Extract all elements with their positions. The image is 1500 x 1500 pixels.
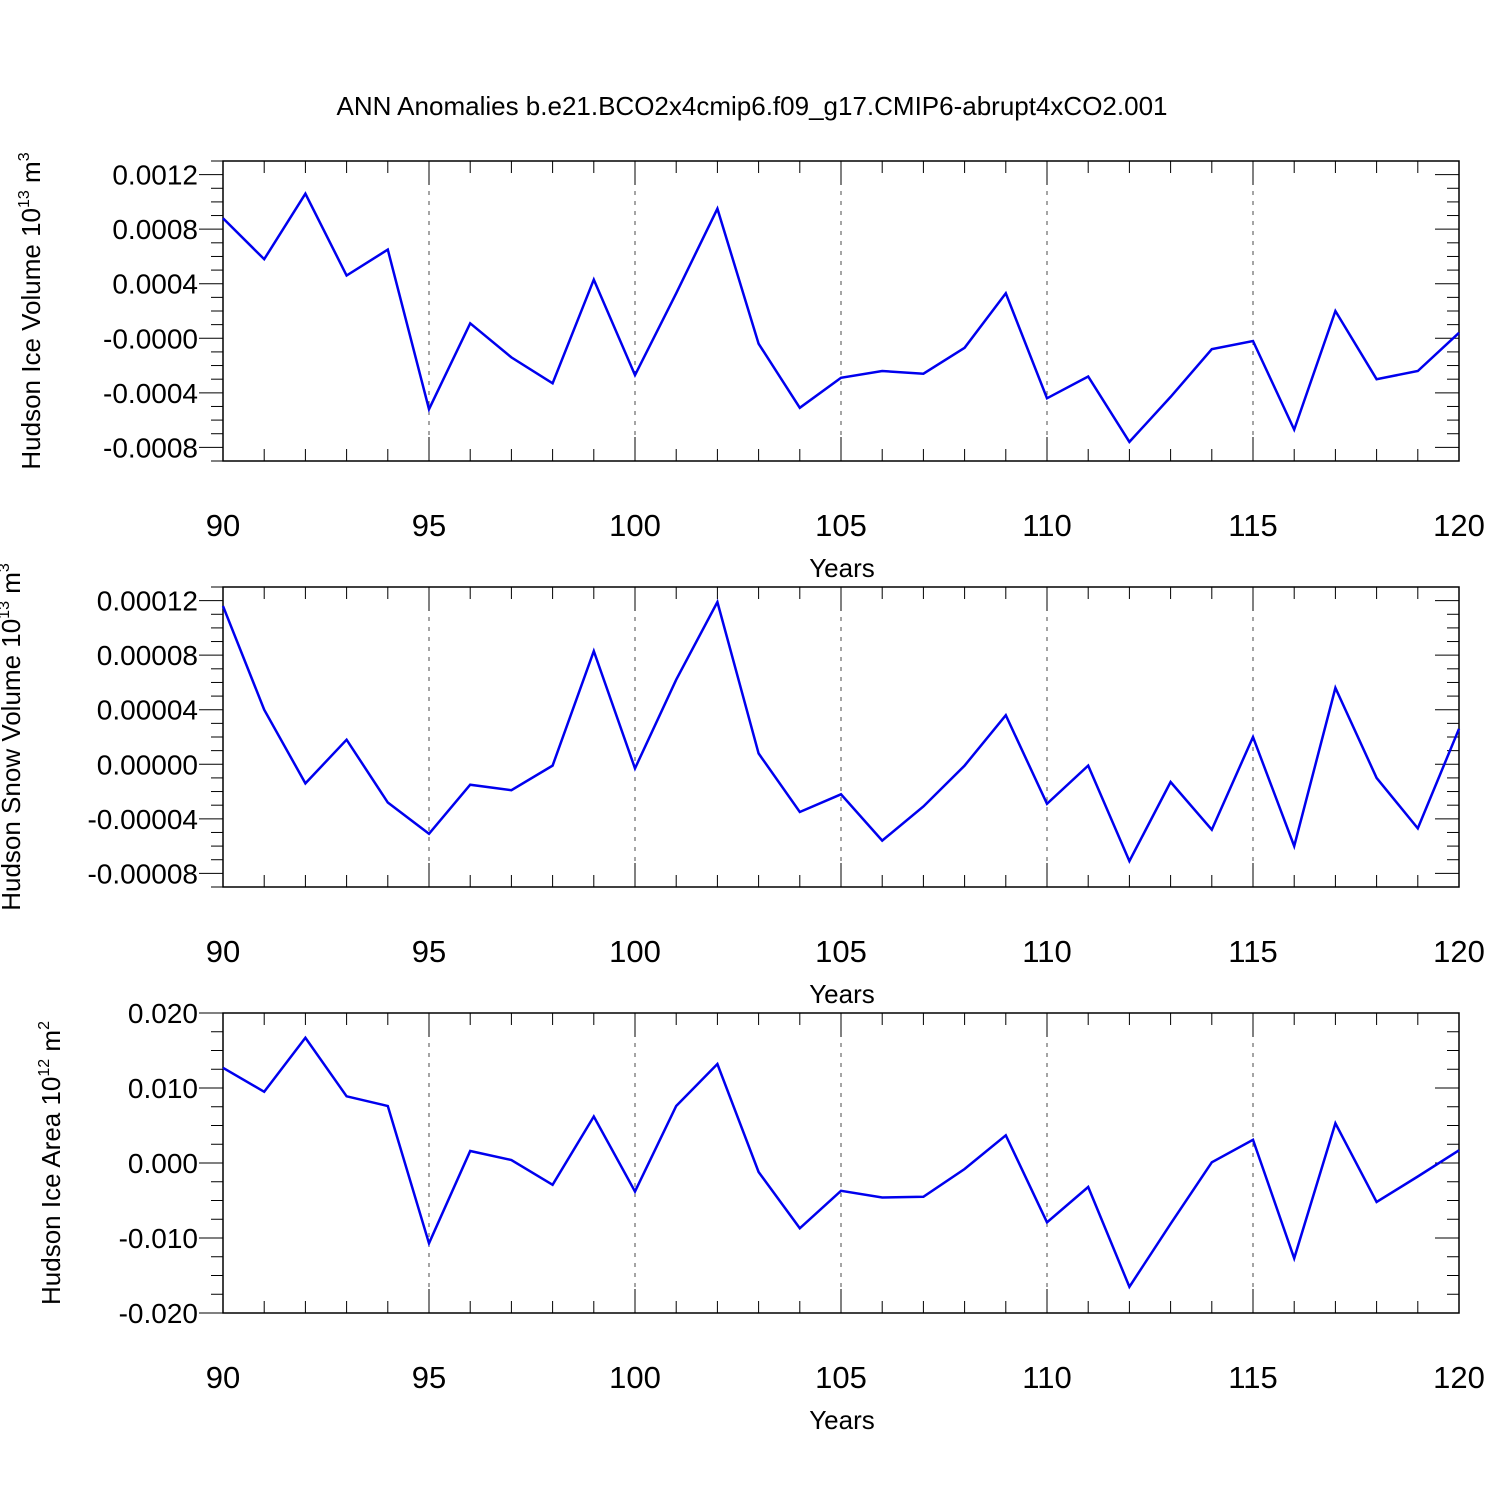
y-axis-label-superscript: 13	[16, 190, 33, 208]
y-tick-label: 0.00012	[97, 586, 198, 617]
x-tick-label: 100	[609, 508, 661, 543]
x-tick-label: 100	[609, 934, 661, 969]
y-axis-label: Hudson Ice Area 1012 m2	[36, 1021, 66, 1305]
x-tick-label: 110	[1022, 1360, 1071, 1395]
x-tick-label: 90	[206, 934, 240, 969]
y-axis-label-superscript: 3	[16, 152, 33, 161]
y-tick-label: 0.020	[128, 998, 198, 1029]
y-tick-label: -0.010	[119, 1223, 198, 1254]
panel-3: 0.020 0.010 0.000 -0.010 -0.020 90 95 100 105 110…	[36, 998, 1485, 1435]
y-tick-label: 0.00004	[97, 695, 198, 726]
y-tick-label: -0.0000	[103, 323, 198, 354]
x-tick-label: 115	[1228, 508, 1277, 543]
x-tick-label: 120	[1433, 934, 1485, 969]
y-tick-label: 0.000	[128, 1148, 198, 1179]
x-tick-label: 90	[206, 508, 240, 543]
y-tick-label: -0.00004	[87, 804, 198, 835]
y-tick-label: 0.00000	[97, 749, 198, 780]
y-axis-label-text: Hudson Ice Area 10	[36, 1077, 66, 1305]
y-tick-label: 0.0012	[112, 160, 198, 191]
x-axis-label: Years	[809, 1405, 875, 1435]
y-tick-label: 0.010	[128, 1073, 198, 1104]
x-tick-label: 105	[815, 508, 867, 543]
x-tick-label: 110	[1022, 508, 1071, 543]
x-tick-label: 100	[609, 1360, 661, 1395]
x-tick-label: 115	[1228, 934, 1277, 969]
panel-1: 0.0012 0.0008 0.0004 -0.0000 -0.0004 -0.0008 9…	[16, 152, 1485, 583]
y-axis-label-text: m	[0, 572, 26, 601]
y-axis-label-superscript: 13	[0, 601, 13, 619]
series-line	[222, 1035, 1460, 1290]
y-tick-label: 0.0008	[112, 214, 198, 245]
x-tick-label: 105	[815, 934, 867, 969]
y-axis-label-superscript: 12	[36, 1059, 53, 1077]
y-tick-label: -0.0008	[103, 432, 198, 463]
figure-title: ANN Anomalies b.e21.BCO2x4cmip6.f09_g17.…	[337, 91, 1168, 121]
y-axis-label-text: Hudson Snow Volume 10	[0, 619, 26, 911]
y-tick-label: -0.00008	[87, 858, 198, 889]
x-tick-label: 95	[412, 934, 446, 969]
y-axis-label-superscript: 3	[0, 563, 13, 572]
y-axis-label-text: m	[16, 161, 46, 190]
panel-2: 0.00012 0.00008 0.00004 0.00000 -0.00004 -0.0…	[0, 563, 1485, 1009]
y-axis-label: Hudson Snow Volume 1013 m3	[0, 563, 26, 911]
x-tick-label: 95	[412, 508, 446, 543]
y-axis-label-text: Hudson Ice Volume 10	[16, 208, 46, 470]
x-tick-label: 95	[412, 1360, 446, 1395]
x-axis-label: Years	[809, 553, 875, 583]
panels: 0.0012 0.0008 0.0004 -0.0000 -0.0004 -0.0008 9…	[0, 152, 1485, 1435]
y-tick-label: -0.0004	[103, 378, 198, 409]
x-axis-label: Years	[809, 979, 875, 1009]
y-tick-label: 0.00008	[97, 640, 198, 671]
x-tick-label: 120	[1433, 508, 1485, 543]
x-tick-label: 90	[206, 1360, 240, 1395]
y-axis-label-text: m	[36, 1030, 66, 1059]
x-tick-label: 110	[1022, 934, 1071, 969]
y-axis-label-superscript: 2	[36, 1021, 53, 1030]
y-axis-label: Hudson Ice Volume 1013 m3	[16, 152, 46, 469]
x-tick-label: 120	[1433, 1360, 1485, 1395]
x-tick-label: 105	[815, 1360, 867, 1395]
y-tick-label: 0.0004	[112, 269, 198, 300]
y-tick-label: -0.020	[119, 1298, 198, 1329]
x-tick-label: 115	[1228, 1360, 1277, 1395]
